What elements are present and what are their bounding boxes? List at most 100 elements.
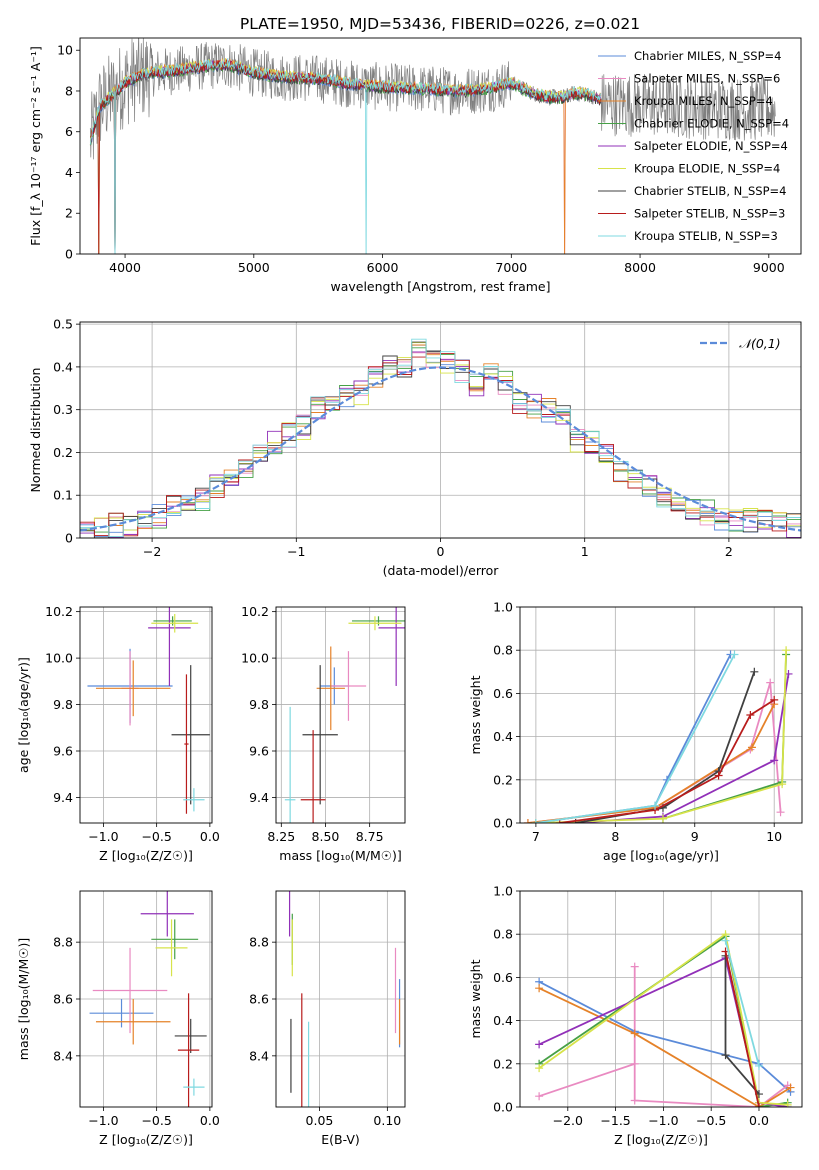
x-tick-label: 6000 — [367, 260, 399, 275]
weight_vs_age-panel: 7 8 9 10 0.0 0.2 0.4 0.6 0.8 1.0 age [log₁₀(age/yr… — [468, 600, 803, 863]
x-tick-label: 7 — [532, 829, 540, 844]
axes-frame — [275, 606, 406, 824]
x-tick-label: 8.75 — [356, 829, 384, 844]
weight-marker — [783, 1100, 792, 1107]
y-tick-label: 0.8 — [493, 643, 513, 658]
x-axis-label: wavelength [Angstrom, rest frame] — [330, 279, 550, 294]
y-tick-label: 2 — [65, 206, 73, 221]
weight-marker — [766, 678, 775, 687]
x-tick-label: 0 — [437, 544, 445, 559]
y-tick-label: 8.8 — [53, 935, 73, 950]
x-axis-label: mass [log₁₀(M/M☉)] — [279, 848, 401, 863]
legend-entry: Salpeter ELODIE, N_SSP=4 — [634, 139, 788, 153]
y-tick-label: 0.2 — [53, 445, 73, 460]
y-axis-label: mass [log₁₀(M/M☉)] — [16, 938, 31, 1060]
y-tick-label: 8 — [65, 83, 73, 98]
age_vs_mass-panel: 8.25 8.50 8.75 9.4 9.6 9.8 10.0 10.2 mass [log₁₀… — [241, 604, 406, 863]
axes-frame — [275, 890, 406, 1108]
y-tick-label: 0.4 — [493, 1013, 513, 1028]
weight-marker — [535, 1092, 544, 1101]
legend-entry: Chabrier MILES, N_SSP=4 — [634, 49, 781, 63]
y-tick-label: 10.0 — [45, 651, 73, 666]
weight-line-6 — [538, 932, 788, 1106]
spectrum-plot-area — [89, 38, 776, 254]
weight-marker — [535, 1040, 544, 1049]
residuals-plot-area — [80, 338, 801, 538]
y-tick-label: 10.0 — [241, 651, 269, 666]
weight-line-6 — [535, 650, 787, 823]
mass_vs_ebv-panel: 0.05 0.10 8.4 8.6 8.8 E(B-V) — [249, 890, 406, 1147]
y-tick-label: 9.4 — [249, 790, 269, 805]
y-tick-label: 0.8 — [493, 927, 513, 942]
y-tick-label: 0.6 — [493, 970, 513, 985]
axes-frame — [79, 606, 213, 824]
x-tick-label: 0.05 — [306, 1113, 334, 1128]
x-tick-label: 9000 — [753, 260, 785, 275]
y-tick-label: 0 — [65, 531, 73, 546]
y-tick-label: 9.8 — [53, 697, 73, 712]
weight-marker — [535, 1064, 544, 1073]
weight-marker — [754, 1061, 763, 1070]
legend-entry: Chabrier ELODIE, N_SSP=4 — [634, 117, 789, 131]
weight-marker — [786, 1083, 795, 1092]
y-tick-label: 8.4 — [53, 1048, 73, 1063]
histogram-6 — [80, 342, 801, 531]
axes-frame — [519, 606, 803, 824]
legend-entry: Kroupa STELIB, N_SSP=3 — [634, 229, 778, 243]
weight-marker — [714, 771, 723, 780]
y-tick-label: 0.2 — [493, 772, 513, 787]
weight-line-8 — [559, 699, 775, 823]
y-tick-label: 9.8 — [249, 697, 269, 712]
y-tick-label: 0.0 — [493, 816, 513, 831]
x-tick-label: 0.0 — [200, 829, 220, 844]
x-tick-label: 2 — [725, 544, 733, 559]
x-tick-label: −1.0 — [88, 829, 118, 844]
x-tick-label: 8.25 — [267, 829, 295, 844]
weight-line-9 — [535, 654, 736, 823]
y-axis-label: Flux [f_λ 10⁻¹⁷ erg cm⁻² s⁻¹ A⁻¹] — [28, 46, 43, 246]
weight_vs_Z-panel: −2.0 −1.5 −1.0 −0.5 0.0 0.0 0.2 0.4 0.6 0.8 1.0 Z [… — [468, 884, 803, 1147]
weight-marker — [776, 808, 785, 817]
y-tick-label: 10 — [57, 43, 73, 58]
y-tick-label: 0.3 — [53, 402, 73, 417]
x-tick-label: −1.5 — [600, 1113, 630, 1128]
y-axis-label: age [log₁₀(age/yr)] — [16, 657, 31, 773]
y-axis-label: mass weight — [468, 675, 483, 754]
x-tick-label: 8 — [611, 829, 619, 844]
model-spectrum-9 — [89, 57, 602, 254]
mass_vs_Z-panel: −1.0 −0.5 0.0 8.4 8.6 8.8 Z [log₁₀(Z/Z☉)] mass … — [16, 890, 220, 1147]
weight_vs_Z-plot-area — [535, 930, 795, 1107]
normal-curve — [80, 366, 801, 532]
residuals-panel: −2 −1 0 1 2 0 0.1 0.2 0.3 0.4 0.5 (data-model)/erro… — [28, 317, 802, 578]
weight_vs_age-plot-area — [523, 646, 793, 823]
weight-marker — [523, 819, 532, 823]
y-tick-label: 9.6 — [53, 744, 73, 759]
weight-marker — [746, 711, 755, 719]
x-axis-label: Z [log₁₀(Z/Z☉)] — [99, 848, 193, 863]
weight-marker — [782, 646, 791, 655]
x-tick-label: 10 — [766, 829, 782, 844]
y-tick-label: 8.4 — [249, 1048, 269, 1063]
y-tick-label: 0.1 — [53, 488, 73, 503]
age_vs_Z-plot-area — [87, 607, 210, 814]
x-tick-label: −0.5 — [141, 1113, 171, 1128]
y-tick-label: 0 — [65, 247, 73, 262]
y-axis-label: Normed distribution — [28, 368, 43, 493]
legend-entry: Salpeter MILES, N_SSP=6 — [634, 72, 780, 86]
spectrum-panel: 4000 5000 6000 7000 8000 9000 0 2 4 6 8 10 wavelengt… — [28, 37, 802, 294]
weight-marker — [770, 695, 779, 704]
x-tick-label: 1 — [581, 544, 589, 559]
x-tick-label: 7000 — [495, 260, 527, 275]
weight-marker — [721, 1051, 730, 1060]
y-tick-label: 1.0 — [493, 600, 513, 615]
x-tick-label: 0.0 — [200, 1113, 220, 1128]
figure-title: PLATE=1950, MJD=53436, FIBERID=0226, z=0… — [240, 15, 640, 33]
weight-marker — [730, 650, 739, 659]
model-spectrum-8 — [89, 58, 602, 254]
weight-marker — [630, 1029, 639, 1038]
weight-marker — [630, 962, 639, 971]
weight-marker — [770, 756, 779, 765]
weight-marker — [630, 1096, 639, 1105]
x-tick-label: −2 — [143, 544, 161, 559]
